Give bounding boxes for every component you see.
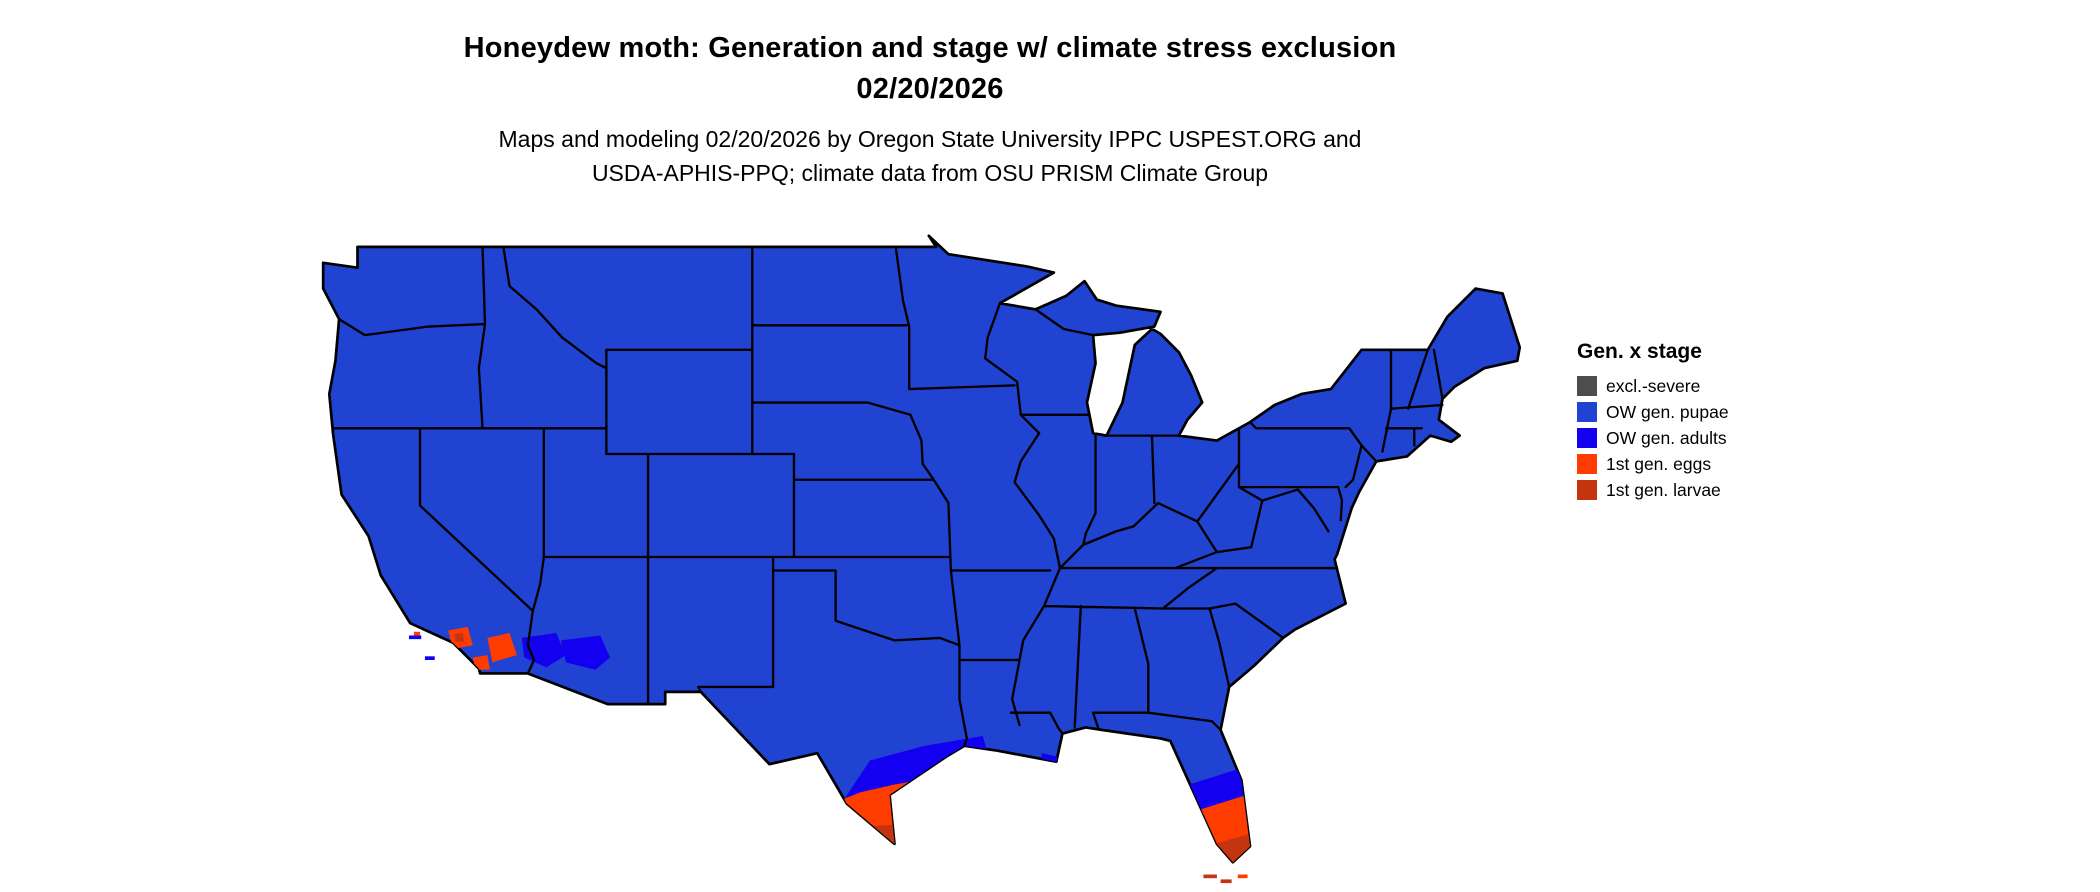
legend-swatch-ow-gen-pupae: [1577, 402, 1597, 422]
channel-island-adults-2: [424, 656, 435, 660]
legend-item-label: OW gen. adults: [1606, 428, 1727, 448]
offshore-features: [408, 631, 1248, 884]
map-title: Honeydew moth: Generation and stage w/ c…: [0, 28, 1860, 110]
region-louisiana-delta-adults: [1041, 753, 1064, 773]
legend-item-label: excl.-severe: [1606, 376, 1701, 396]
region-florida-larvae-tip: [1205, 831, 1258, 863]
region-texas-larvae-tip: [857, 824, 905, 862]
legend: Gen. x stage excl.-severe OW gen. pupae …: [1577, 340, 1729, 506]
channel-island-adults-1: [408, 635, 422, 640]
channel-island-eggs-dot: [413, 631, 421, 636]
legend-item-label: OW gen. pupae: [1606, 402, 1729, 422]
florida-keys-larvae-2: [1220, 879, 1232, 884]
state-borders: [331, 245, 1444, 747]
legend-item: excl.-severe: [1577, 376, 1729, 396]
map-subtitle: Maps and modeling 02/20/2026 by Oregon S…: [0, 122, 1860, 190]
legend-title: Gen. x stage: [1577, 340, 1702, 363]
us-map: [306, 226, 1532, 888]
florida-keys-larvae-1: [1203, 874, 1217, 879]
legend-item-label: 1st gen. eggs: [1606, 454, 1712, 474]
region-san-diego-eggs: [472, 655, 490, 670]
map-subtitle-line2: USDA-APHIS-PPQ; climate data from OSU PR…: [591, 160, 1269, 186]
legend-swatch-1st-gen-eggs: [1577, 454, 1597, 474]
region-arizona-adults-east: [561, 635, 611, 670]
legend-swatch-excl-severe: [1577, 376, 1597, 396]
legend-item: 1st gen. larvae: [1577, 480, 1729, 500]
map-title-line1: Honeydew moth: Generation and stage w/ c…: [463, 32, 1397, 64]
legend-item: 1st gen. eggs: [1577, 454, 1729, 474]
us-map-svg: [321, 234, 1522, 884]
legend-item-label: 1st gen. larvae: [1606, 480, 1721, 500]
legend-item: OW gen. adults: [1577, 428, 1729, 448]
legend-item: OW gen. pupae: [1577, 402, 1729, 422]
legend-swatch-1st-gen-larvae: [1577, 480, 1597, 500]
region-los-angeles-larvae-dot: [454, 633, 465, 642]
map-subtitle-line1: Maps and modeling 02/20/2026 by Oregon S…: [498, 126, 1362, 152]
region-imperial-valley-eggs: [487, 633, 517, 663]
legend-swatch-ow-gen-adults: [1577, 428, 1597, 448]
map-title-line2: 02/20/2026: [856, 73, 1004, 105]
florida-keys-eggs: [1237, 874, 1248, 879]
